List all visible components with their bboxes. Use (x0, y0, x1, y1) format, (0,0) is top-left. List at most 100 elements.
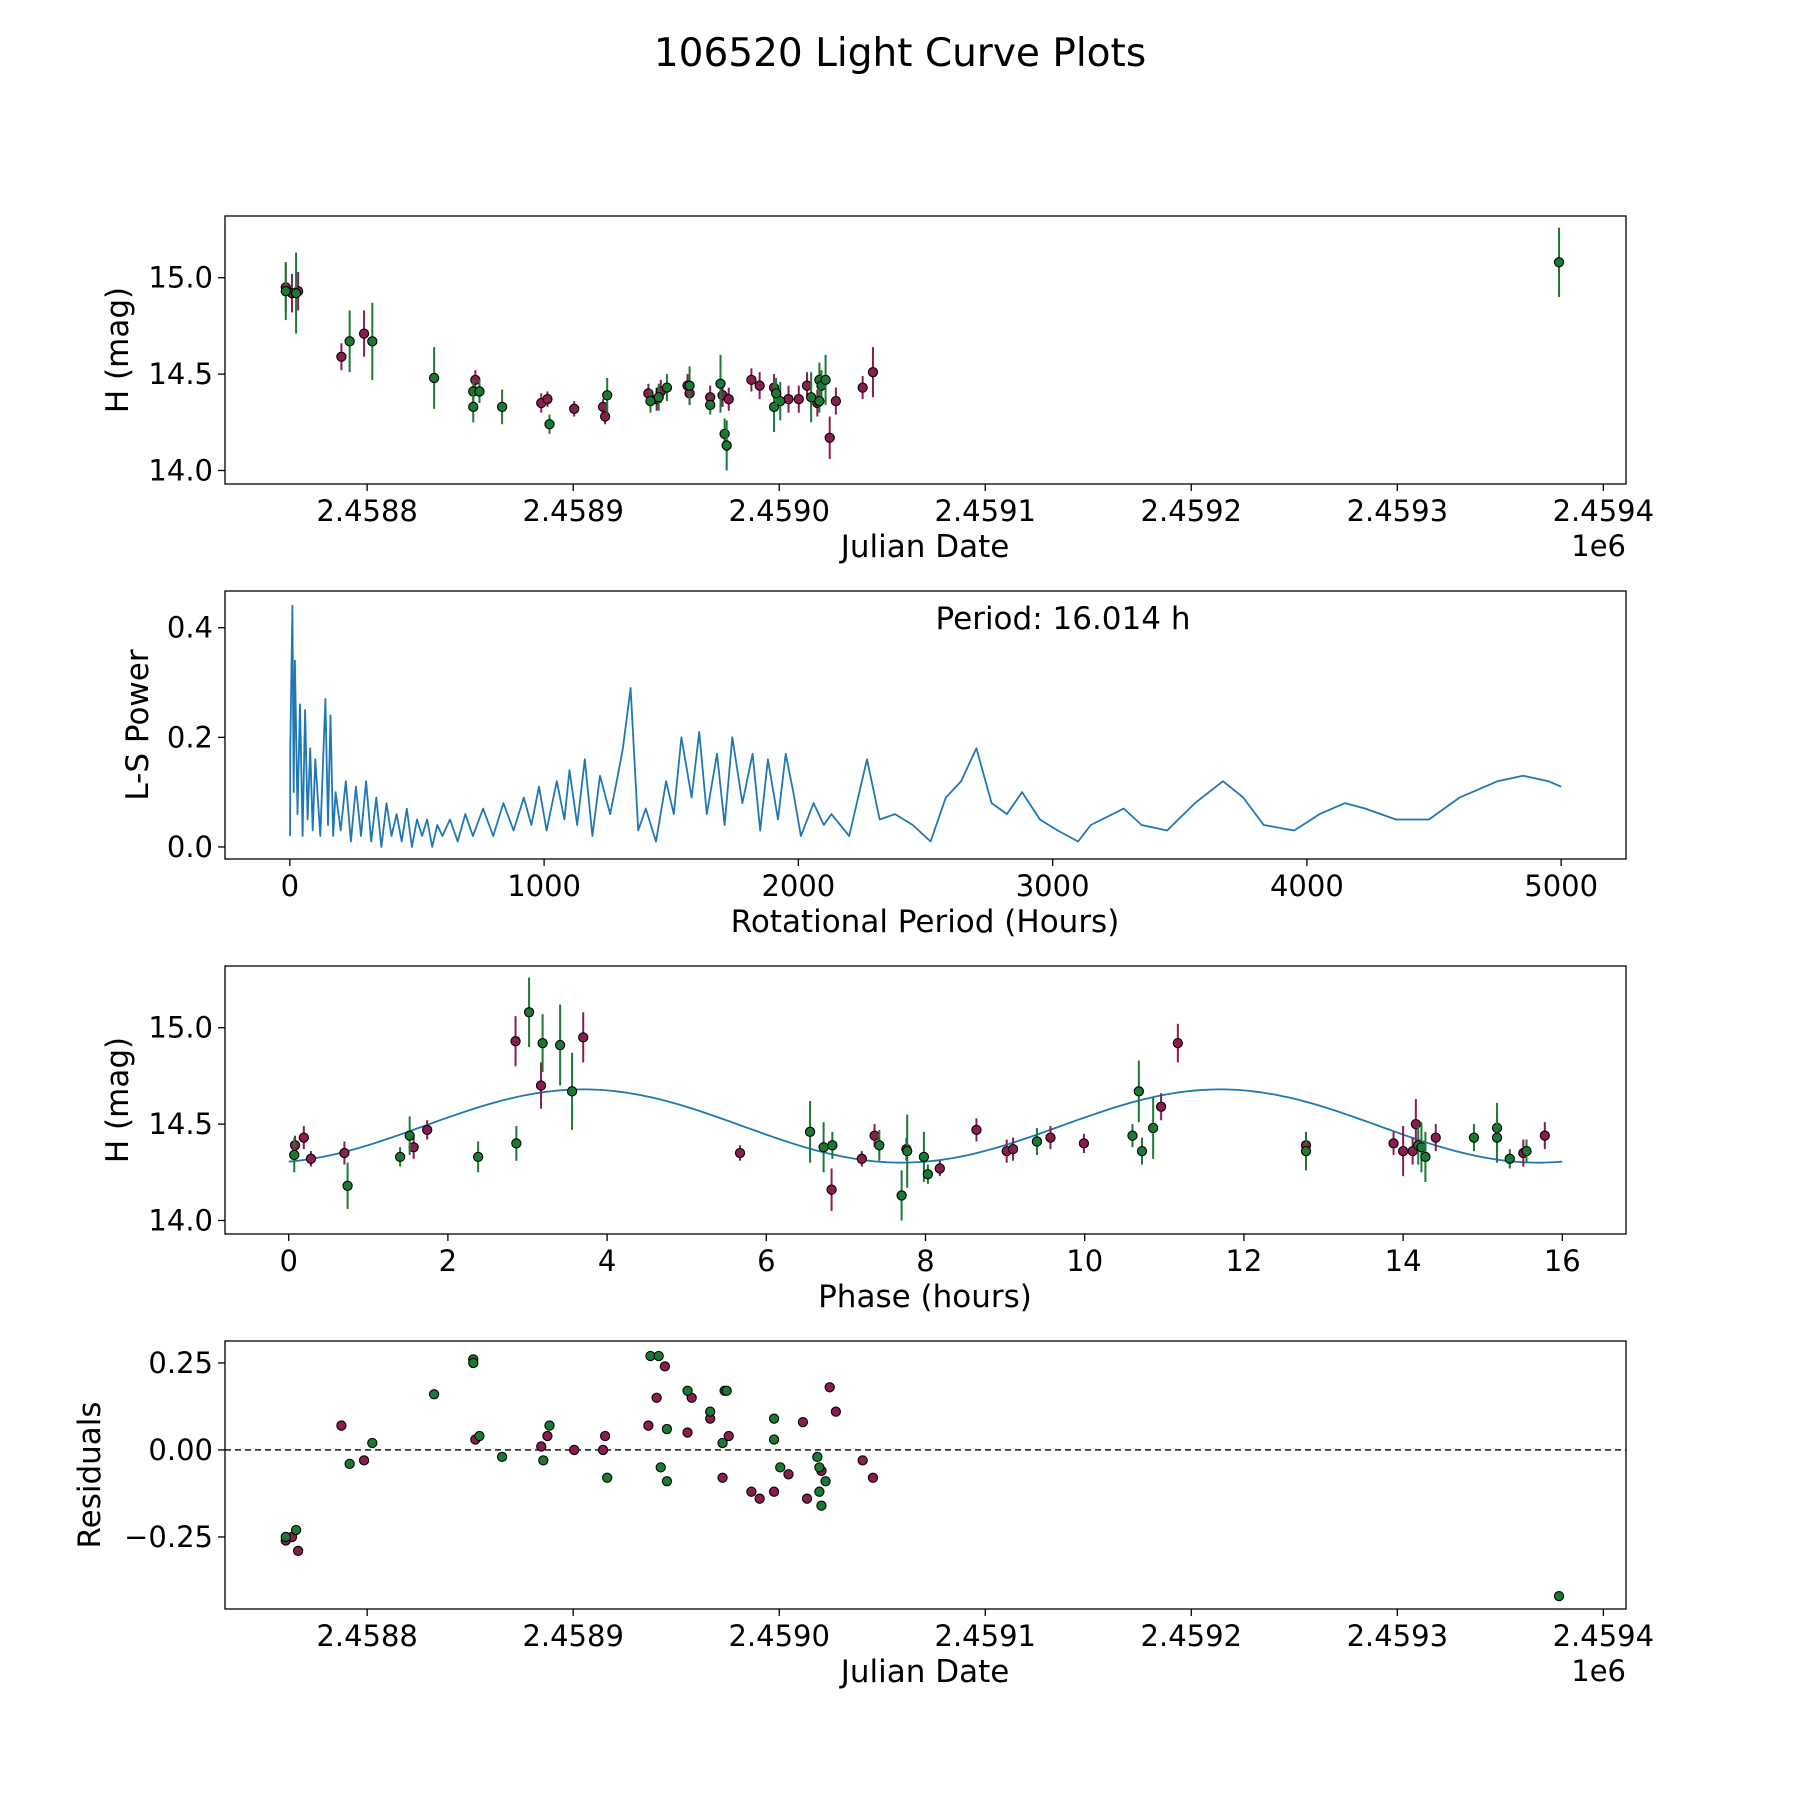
phase-xtick-label: 14 (1385, 1244, 1422, 1278)
lightcurve-point (280, 286, 291, 297)
residuals-point (768, 1434, 780, 1445)
residuals-axes-frame (224, 1340, 1627, 1610)
lightcurve-xtick-label: 2.4592 (1141, 494, 1242, 528)
residuals-point (682, 1427, 693, 1438)
residuals-xtick-label: 2.4592 (1141, 1619, 1242, 1653)
phase-point (1521, 1145, 1532, 1157)
periodogram-xtick-label: 1000 (507, 869, 581, 903)
phase-point (971, 1124, 982, 1136)
phase-point (554, 1039, 566, 1051)
phase-xtick-label: 8 (916, 1244, 934, 1278)
phase-xtick-label: 16 (1544, 1244, 1581, 1278)
phase-point (818, 1142, 829, 1153)
residuals-point (344, 1458, 355, 1470)
phase-point (1155, 1101, 1167, 1112)
phase-point (1007, 1144, 1019, 1155)
lightcurve-xtick-label: 2.4590 (728, 494, 829, 528)
periodogram-ylabel: L-S Power (120, 649, 156, 800)
residuals-point (754, 1493, 765, 1504)
residuals-xtick-label: 2.4590 (728, 1619, 829, 1653)
lightcurve-point (367, 336, 378, 347)
lightcurve-point (830, 395, 842, 407)
phase-point (856, 1153, 867, 1164)
phase-point (1136, 1145, 1148, 1157)
phase-ytick-label: 14.5 (148, 1107, 213, 1141)
residuals-ytick-label: 0.25 (148, 1346, 213, 1380)
periodogram-xtick-label: 0 (281, 869, 299, 903)
lightcurve-xtick-label: 2.4594 (1553, 494, 1654, 528)
phase-point (1045, 1132, 1056, 1143)
residuals-ticks: 2.4588 2.4589 2.4590 2.4591 2.4592 2.4593 2.45… (124, 1346, 1654, 1653)
phase-point (1127, 1130, 1138, 1141)
phase-ticks: 0 2 4 6 8 10 12 14 16 14.0 14.5 15.0 (148, 1011, 1580, 1278)
phase-point (1539, 1130, 1550, 1141)
phase-point (826, 1184, 837, 1195)
residuals-panel: 2.4588 2.4589 2.4590 2.4591 2.4592 2.4593 2.45… (72, 1340, 1654, 1690)
lightcurve-point (719, 428, 730, 440)
lightcurve-xtick-label: 2.4593 (1347, 494, 1448, 528)
lightcurve-ytick-label: 14.0 (148, 454, 213, 488)
periodogram-xtick-label: 5000 (1524, 869, 1598, 903)
lightcurve-point (474, 386, 485, 397)
lightcurve-axes-frame (224, 215, 1627, 485)
residuals-offset-label: 1e6 (1571, 1654, 1626, 1688)
residuals-point (816, 1500, 827, 1511)
residuals-point (797, 1416, 809, 1428)
lightcurve-point (542, 394, 553, 405)
residuals-point (768, 1413, 780, 1424)
phase-point (298, 1132, 309, 1143)
periodogram-xtick-label: 4000 (1270, 869, 1344, 903)
lightcurve-ticks: 2.4588 2.4589 2.4590 2.4591 2.4592 2.4593 2.45… (148, 261, 1654, 528)
phase-point (523, 1007, 535, 1018)
residuals-point (717, 1437, 728, 1449)
lightcurve-point (705, 399, 716, 411)
residuals-point (569, 1444, 580, 1456)
phase-ylabel: H (mag) (100, 1037, 136, 1163)
phase-point (537, 1037, 548, 1049)
phase-point (1491, 1132, 1503, 1143)
residuals-point (536, 1441, 547, 1452)
residuals-point (820, 1476, 831, 1487)
phase-point (1504, 1153, 1515, 1164)
lightcurve-point (770, 388, 782, 399)
lightcurve-marks (280, 227, 1565, 471)
lightcurve-point (602, 390, 613, 401)
lightcurve-point (428, 372, 440, 384)
residuals-point (857, 1455, 868, 1466)
residuals-point (812, 1451, 823, 1463)
residuals-point (830, 1406, 842, 1417)
residuals-point (723, 1430, 734, 1442)
periodogram-ytick-label: 0.2 (167, 720, 213, 754)
phase-point (394, 1151, 406, 1163)
phase-point (339, 1147, 350, 1159)
residuals-point (867, 1472, 879, 1483)
lightcurve-ytick-label: 14.5 (148, 357, 213, 391)
phase-point (1388, 1138, 1399, 1149)
residuals-xtick-label: 2.4593 (1347, 1619, 1448, 1653)
lightcurve-point (793, 394, 804, 405)
residuals-point (717, 1472, 728, 1483)
residuals-ylabel: Residuals (72, 1401, 108, 1548)
phase-point (896, 1190, 907, 1201)
lightcurve-point (544, 419, 555, 430)
periodogram-marks (289, 604, 1562, 848)
residuals-point (599, 1430, 611, 1442)
lightcurve-point (857, 382, 868, 393)
periodogram-ytick-label: 0.0 (167, 830, 213, 864)
residuals-ytick-label: 0.00 (148, 1433, 213, 1467)
phase-point (1031, 1136, 1043, 1147)
residuals-point (496, 1451, 508, 1463)
residuals-xtick-label: 2.4589 (522, 1619, 623, 1653)
residuals-point (721, 1385, 732, 1396)
residuals-point (783, 1469, 794, 1480)
residuals-point (542, 1430, 553, 1442)
phase-point (1468, 1132, 1480, 1143)
lightcurve-point (290, 287, 302, 299)
phase-model-curve (288, 1088, 1563, 1164)
residuals-point (746, 1486, 757, 1497)
residuals-point (814, 1486, 825, 1497)
phase-point (922, 1169, 934, 1180)
lightcurve-xlabel: Julian Date (839, 529, 1010, 565)
